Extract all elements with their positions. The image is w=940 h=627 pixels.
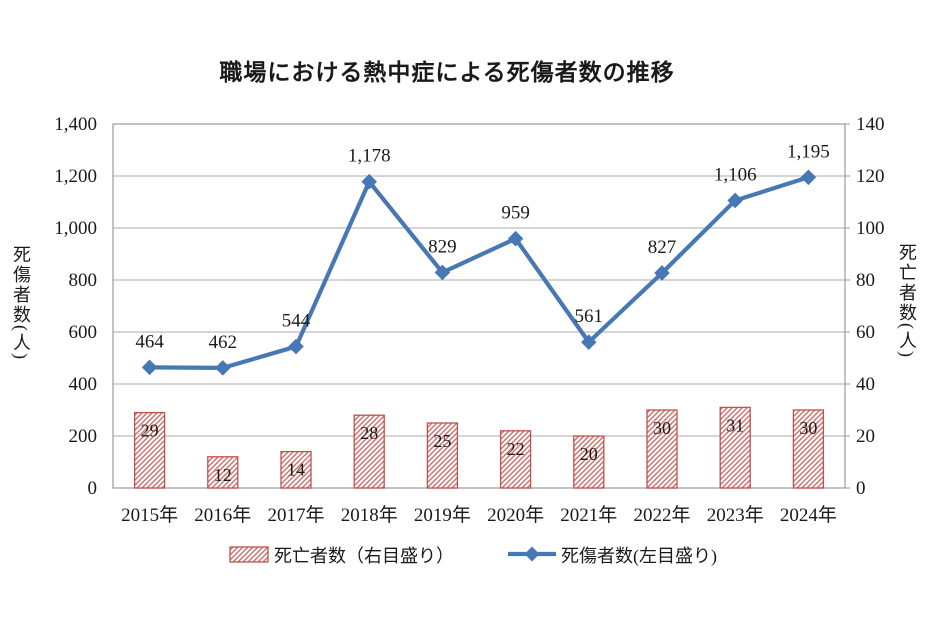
bar-label: 22 [507,439,525,459]
legend-bar-swatch [229,546,269,563]
bar [353,414,385,489]
line-series [147,175,811,370]
x-axis-label: 2024年 [780,504,837,526]
line-point-label: 829 [428,236,457,257]
bar-label: 31 [726,415,744,435]
left-axis-tick-label: 0 [88,478,98,499]
bar [719,406,751,489]
right-axis-tick-label: 0 [856,478,866,499]
left-axis-tick-label: 800 [69,270,98,291]
line-point-label: 544 [282,311,311,332]
line-point-marker [800,169,817,186]
left-axis-tick-label: 1,000 [54,218,97,239]
left-axis-tick-label: 1,200 [54,166,97,187]
line-point-marker [581,334,597,350]
bar-label: 12 [214,465,232,485]
x-axis-label: 2015年 [121,504,178,526]
bar-label: 29 [141,421,159,441]
line-point-marker [507,230,524,247]
right-axis-tick-label: 100 [856,218,885,239]
right-axis-tick-label: 40 [856,374,875,395]
line-point-label: 1,178 [348,146,391,167]
x-axis-label: 2017年 [267,504,324,526]
x-axis-label: 2019年 [414,504,471,526]
right-axis-title: 死亡者数(人) [897,243,917,359]
bar [573,435,605,489]
bar-label: 25 [433,431,451,451]
line-point-marker [215,360,231,376]
legend: 死亡者数（右目盛り） 死傷者数(左目盛り) [229,546,717,567]
left-axis-tick-label: 400 [69,374,98,395]
bar [792,409,825,489]
right-axis-tick-label: 120 [856,166,885,187]
legend-bar-label: 死亡者数（右目盛り） [274,546,454,566]
bar [426,422,459,489]
legend-diamond-marker [524,546,540,562]
chart-title: 職場における熱中症による死傷者数の推移 [219,60,675,85]
line-point-label: 959 [501,203,530,224]
x-axis-label: 2023年 [707,504,764,526]
legend-line-label: 死傷者数(左目盛り) [561,546,717,567]
right-axis-tick-label: 80 [856,270,875,291]
line-point-marker [361,173,377,190]
line-point-label: 827 [648,237,677,258]
bar [207,456,239,489]
bar-label: 30 [799,418,817,438]
line-point-label: 464 [135,331,164,352]
right-axis-tick-label: 140 [856,114,885,135]
bar-label: 30 [653,418,671,438]
line-point-label: 561 [575,306,604,327]
line-point-marker [654,265,670,281]
bar-label: 14 [287,460,305,480]
line-point-marker [434,264,451,281]
left-axis-tick-label: 1,400 [54,114,97,135]
right-axis-tick-label: 20 [856,426,875,447]
x-axis-label: 2016年 [194,504,251,526]
x-axis-label: 2021年 [560,504,617,526]
line-point-label: 462 [209,332,238,353]
bar [499,430,532,489]
left-axis-tick-label: 600 [69,322,98,343]
line-point-marker [288,338,304,355]
left-axis-tick-label: 200 [69,426,98,447]
x-axis-label: 2018年 [341,504,398,526]
plot-frame [112,123,846,489]
x-axis-label: 2020年 [487,504,544,526]
left-axis-title: 死傷者数(人) [11,245,31,361]
line-point-marker [727,192,743,209]
plot-area: 1,4001,2001,0008006004002000140120100806… [54,114,884,526]
x-axis-label: 2022年 [633,504,690,526]
bar-label: 20 [580,444,598,464]
bar-label: 28 [360,423,378,443]
bar [646,409,678,489]
line-point-marker [141,359,158,376]
line-point-label: 1,106 [714,164,757,185]
bar [133,411,166,489]
line-point-label: 1,195 [787,141,830,162]
bar [280,450,312,489]
right-axis-tick-label: 60 [856,322,875,343]
